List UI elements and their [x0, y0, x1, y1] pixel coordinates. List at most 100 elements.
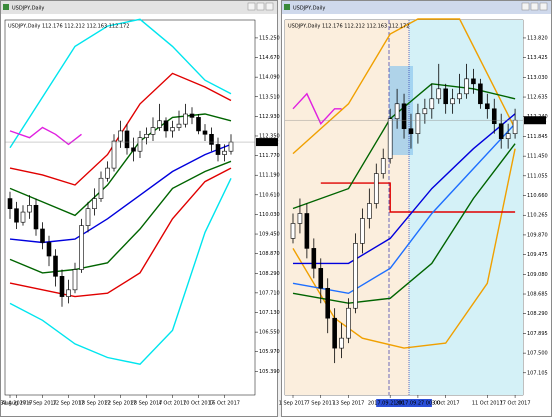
y-tick-label: 114.670 [259, 55, 280, 61]
x-tick-label: 30 Aug 2017 [0, 401, 26, 407]
candle-body [311, 248, 317, 269]
candle-body [144, 133, 149, 138]
candle-body [59, 276, 65, 297]
candle-body [478, 83, 483, 105]
x-tick-label: 10 Oct 2017 [183, 401, 214, 407]
x-tick-label: 12 Sep 2017 [53, 401, 85, 407]
candle-body [498, 123, 504, 139]
date-highlight [376, 399, 405, 407]
candle-body [40, 228, 45, 243]
candle-body [450, 98, 455, 105]
window-icon [3, 4, 9, 10]
candle-body [471, 78, 476, 85]
y-tick-label: 112.635 [527, 95, 548, 101]
candle-body [202, 130, 208, 135]
y-tick-label: 107.130 [259, 310, 280, 316]
y-tick-label: 110.610 [259, 192, 280, 198]
y-tick-label: 108.685 [527, 292, 548, 298]
x-tick-label: 31 Aug 2017 [0, 401, 32, 407]
chart-header: USDJPY,Daily 112.176 112.212 112.163 112… [288, 24, 409, 30]
period-shade [409, 20, 523, 395]
x-tick-label: 6 Sep 2017 [28, 401, 57, 407]
candle-body [150, 127, 156, 135]
x-tick-label: 13 Sep 2017 [333, 401, 365, 407]
y-tick-label: 113.820 [527, 35, 548, 41]
y-tick-label: 115.250 [259, 35, 280, 41]
candle-body [325, 287, 331, 319]
y-tick-label: 106.550 [259, 330, 280, 336]
y-tick-label: 110.030 [259, 212, 280, 218]
candle-body [464, 78, 469, 95]
window-button[interactable] [247, 2, 256, 11]
candle-body [189, 113, 195, 118]
y-tick-label: 108.870 [259, 251, 280, 257]
title-bar [1, 1, 277, 14]
indicator-line [9, 18, 232, 149]
candle-body [505, 133, 511, 139]
x-tick-label: 17 Oct 2017 [500, 401, 531, 407]
candle-body [20, 211, 26, 223]
candle-body [170, 127, 175, 132]
indicator-line [292, 143, 516, 304]
candle-body [183, 113, 188, 125]
candle-body [318, 268, 324, 289]
candle-body [85, 208, 91, 226]
window-title: USDJPY,Daily [293, 6, 325, 12]
y-tick-label: 107.105 [527, 370, 548, 376]
candle-body [290, 223, 296, 239]
y-tick-label: 113.425 [527, 55, 548, 61]
candle-body [53, 255, 58, 277]
candle-body [228, 141, 234, 152]
y-tick-label: 112.350 [259, 133, 280, 139]
candle-body [346, 307, 351, 339]
window-title: USDJPY,Daily [12, 6, 44, 12]
candle-body [387, 118, 393, 159]
window-icon [284, 4, 290, 10]
candle-body [92, 198, 97, 209]
candle-body [124, 130, 130, 149]
candle-body [118, 130, 123, 142]
y-tick-label: 113.030 [527, 75, 548, 81]
window-button[interactable] [256, 2, 265, 11]
chart-header: USDJPY,Daily 112.176 112.212 112.163 112… [8, 24, 129, 30]
indicator-line [292, 92, 342, 125]
candle-body [401, 103, 407, 130]
candle-body [46, 242, 52, 257]
x-tick-label: 11 Oct 2017 [472, 401, 503, 407]
price-label: 112.172 [526, 118, 547, 124]
window-button[interactable] [530, 2, 539, 11]
candle-body [485, 103, 490, 110]
y-tick-label: 109.870 [527, 232, 548, 238]
candle-body [98, 177, 104, 199]
x-tick-label: 2017.09.27 00:00 [396, 401, 441, 407]
candle-body [457, 93, 462, 100]
window-button[interactable] [521, 2, 530, 11]
y-tick-label: 105.970 [259, 349, 280, 355]
indicator-line [9, 113, 232, 217]
y-tick-label: 111.190 [259, 173, 280, 179]
candle-body [14, 208, 19, 223]
candle-body [196, 117, 201, 132]
window-button[interactable] [539, 2, 548, 11]
indicator-line [292, 123, 516, 295]
candle-body [367, 203, 372, 219]
y-tick-label: 112.930 [259, 114, 280, 120]
y-tick-label: 111.450 [527, 154, 548, 160]
title-bar [282, 1, 551, 14]
candle-body [176, 123, 182, 128]
candle-body [415, 113, 421, 134]
candle-body [394, 103, 400, 120]
y-tick-label: 107.710 [259, 290, 280, 296]
indicator-line [9, 160, 232, 274]
window-button[interactable] [265, 2, 274, 11]
candle-body [105, 167, 110, 179]
candle-body [353, 243, 358, 309]
candle-body [512, 119, 518, 134]
indicator-line [9, 177, 232, 365]
y-tick-label: 108.290 [527, 311, 548, 317]
candle-body [222, 150, 227, 155]
indicator-line [9, 167, 232, 298]
y-tick-label: 107.895 [527, 331, 548, 337]
candle-body [380, 158, 386, 174]
